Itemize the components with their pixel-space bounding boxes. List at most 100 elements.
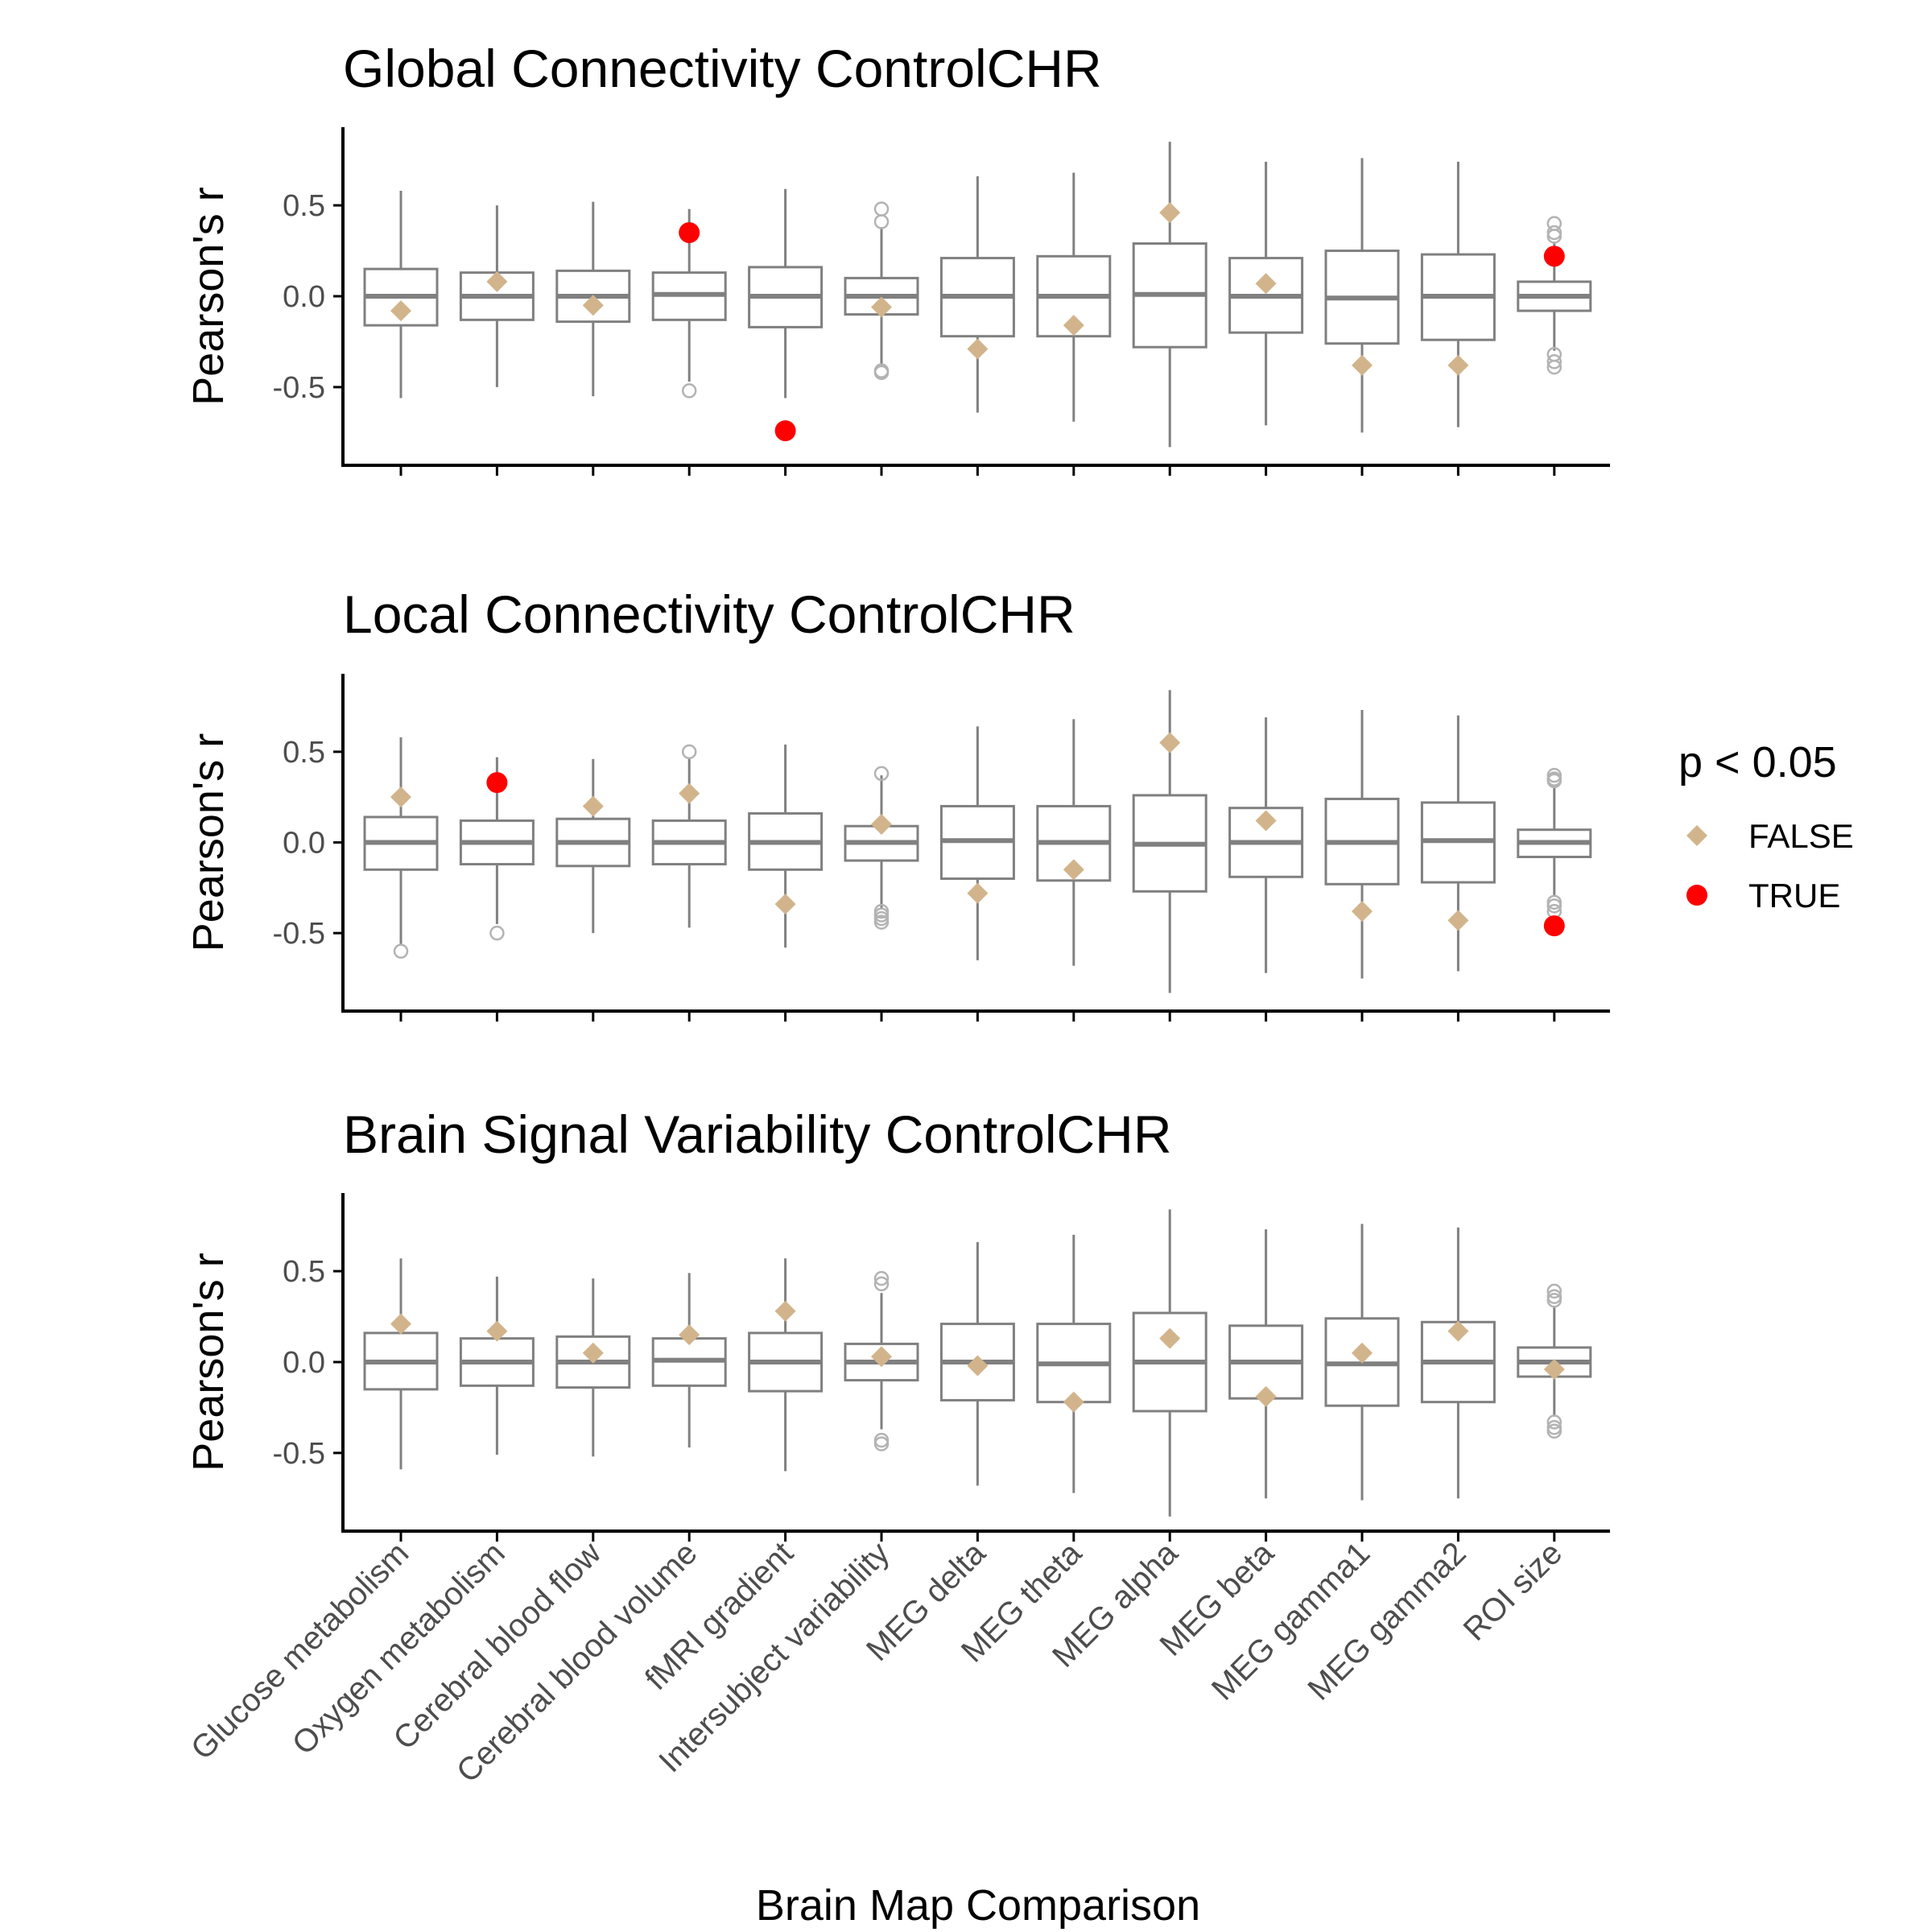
observed-point xyxy=(1255,273,1277,295)
observed-point xyxy=(1255,1385,1277,1407)
observed-point xyxy=(1159,732,1181,753)
observed-point xyxy=(871,296,892,318)
observed-point xyxy=(1447,354,1469,376)
observed-point-significant xyxy=(1543,915,1565,937)
panel-title: Global Connectivity ControlCHR xyxy=(343,39,1102,98)
box-meg-beta xyxy=(1228,717,1304,973)
outlier-point xyxy=(1546,773,1563,789)
outlier-point xyxy=(873,201,890,217)
box-meg-alpha xyxy=(1132,1209,1208,1517)
outlier-point xyxy=(681,383,697,398)
legend-label-false: FALSE xyxy=(1748,817,1854,855)
outlier-point xyxy=(873,365,890,381)
observed-point xyxy=(1352,901,1373,923)
box-cerebral-blood-volume xyxy=(651,1273,727,1448)
outlier-point xyxy=(873,214,890,229)
observed-point xyxy=(1352,1342,1373,1364)
observed-point xyxy=(967,338,989,360)
box-fmri-gradient xyxy=(748,188,824,398)
observed-point-significant xyxy=(774,420,796,442)
observed-point-significant xyxy=(486,772,508,794)
panels: Global Connectivity ControlCHR Pearson's … xyxy=(184,39,1610,1790)
outlier-point xyxy=(681,744,697,760)
observed-point xyxy=(1255,810,1277,832)
outlier-point xyxy=(393,943,409,959)
box-fmri-gradient xyxy=(748,1258,824,1472)
outlier-point xyxy=(873,766,890,782)
outlier-point xyxy=(1546,229,1563,244)
observed-point xyxy=(390,786,411,808)
observed-point xyxy=(1063,1391,1084,1413)
observed-point-significant xyxy=(679,221,700,243)
observed-point xyxy=(871,813,892,835)
observed-point xyxy=(1159,1327,1181,1349)
box-glucose-metabolism xyxy=(363,737,439,959)
outlier-point xyxy=(1546,1414,1563,1430)
y-tick-label: 0.0 xyxy=(283,827,325,861)
box-cerebral-blood-volume xyxy=(651,744,727,928)
panel-2: Local Connectivity ControlCHR Pearson's r… xyxy=(184,584,1610,1022)
box-intersubject-variability xyxy=(844,766,919,930)
box-glucose-metabolism xyxy=(363,1258,439,1470)
y-tick-label: 0.0 xyxy=(283,1346,325,1380)
legend: p < 0.05 FALSE TRUE xyxy=(1678,738,1854,914)
observed-point xyxy=(679,782,700,804)
box-meg-theta xyxy=(1036,1234,1112,1493)
box-meg-beta xyxy=(1228,161,1304,426)
outlier-point xyxy=(1546,1292,1563,1308)
box-intersubject-variability xyxy=(844,201,919,381)
box-glucose-metabolism xyxy=(363,191,439,398)
outlier-point xyxy=(1546,1423,1563,1439)
observed-point xyxy=(679,1324,700,1346)
box-meg-alpha xyxy=(1132,142,1208,448)
box-cerebral-blood-flow xyxy=(555,758,631,934)
observed-point xyxy=(390,300,411,322)
box-roi-size xyxy=(1517,216,1592,375)
observed-point xyxy=(390,1313,411,1335)
y-axis-title: Pearson's r xyxy=(184,187,233,405)
y-tick-label: -0.5 xyxy=(273,917,325,951)
box-fmri-gradient xyxy=(748,744,824,948)
box-meg-delta xyxy=(939,726,1015,960)
legend-key-false xyxy=(1686,825,1707,846)
outlier-point xyxy=(1546,354,1563,369)
observed-point xyxy=(774,1300,796,1322)
observed-point xyxy=(967,1355,989,1377)
observed-point xyxy=(1447,1320,1469,1342)
panel-1: Global Connectivity ControlCHR Pearson's … xyxy=(184,39,1610,476)
observed-point xyxy=(1159,202,1181,224)
observed-point xyxy=(967,882,989,904)
box-meg-delta xyxy=(939,175,1015,413)
outlier-point xyxy=(873,1276,890,1292)
observed-point xyxy=(582,795,604,817)
observed-point xyxy=(871,1346,892,1368)
outlier-point xyxy=(1546,1283,1563,1299)
observed-point xyxy=(582,295,604,316)
observed-point xyxy=(582,1342,604,1364)
y-tick-label: 0.5 xyxy=(283,736,325,770)
box-oxygen-metabolism xyxy=(459,205,535,387)
x-tick-label: ROI size xyxy=(1457,1535,1570,1648)
y-tick-label: 0.0 xyxy=(283,280,325,314)
box-meg-gamma1 xyxy=(1324,158,1400,433)
y-axis-title: Pearson's r xyxy=(184,733,233,952)
box-meg-gamma2 xyxy=(1420,161,1496,427)
y-axis-title: Pearson's r xyxy=(184,1253,233,1471)
observed-point xyxy=(1352,354,1373,376)
y-tick-label: 0.5 xyxy=(283,1255,325,1289)
observed-point xyxy=(486,1320,508,1342)
legend-entries: FALSE TRUE xyxy=(1686,817,1854,914)
observed-point xyxy=(1543,1359,1565,1381)
observed-point xyxy=(1063,315,1084,336)
panel-title: Local Connectivity ControlCHR xyxy=(343,584,1075,644)
y-tick-label: 0.5 xyxy=(283,189,325,223)
box-meg-gamma1 xyxy=(1324,710,1400,979)
outlier-point xyxy=(873,1270,890,1286)
observed-point xyxy=(774,894,796,915)
box-cerebral-blood-volume xyxy=(651,208,727,398)
y-tick-label: -0.5 xyxy=(273,1437,325,1471)
x-axis-title: Brain Map Comparison xyxy=(756,1881,1200,1930)
outlier-point xyxy=(1546,898,1563,914)
observed-point-significant xyxy=(1543,246,1565,267)
